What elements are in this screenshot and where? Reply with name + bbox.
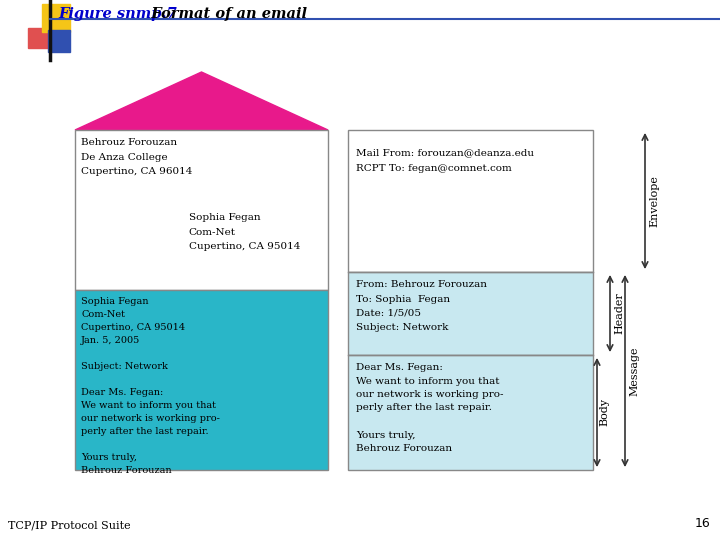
Text: RCPT To: fegan@comnet.com: RCPT To: fegan@comnet.com <box>356 164 512 173</box>
Text: Sophia Fegan: Sophia Fegan <box>189 213 261 222</box>
Bar <box>348 355 593 470</box>
Text: Date: 1/5/05: Date: 1/5/05 <box>356 309 421 318</box>
Text: Jan. 5, 2005: Jan. 5, 2005 <box>81 336 140 345</box>
Text: Behrouz Forouzan: Behrouz Forouzan <box>81 138 177 147</box>
Text: our network is working pro-: our network is working pro- <box>81 414 220 423</box>
Text: Yours truly,: Yours truly, <box>356 430 415 440</box>
Text: Behrouz Forouzan: Behrouz Forouzan <box>81 466 171 475</box>
Text: Cupertino, CA 95014: Cupertino, CA 95014 <box>81 323 185 332</box>
Text: Subject: Network: Subject: Network <box>81 362 168 371</box>
Bar <box>42 4 70 32</box>
Text: De Anza College: De Anza College <box>81 152 168 161</box>
Text: To: Sophia  Fegan: To: Sophia Fegan <box>356 294 450 303</box>
Text: Sophia Fegan: Sophia Fegan <box>81 297 148 306</box>
Text: Dear Ms. Fegan:: Dear Ms. Fegan: <box>81 388 163 397</box>
Bar <box>75 130 328 290</box>
Polygon shape <box>75 72 328 130</box>
Text: perly after the last repair.: perly after the last repair. <box>356 403 492 413</box>
Bar <box>28 28 48 48</box>
Text: Com-Net: Com-Net <box>189 228 236 237</box>
Text: Subject: Network: Subject: Network <box>356 323 449 333</box>
Text: perly after the last repair.: perly after the last repair. <box>81 427 209 436</box>
Text: TCP/IP Protocol Suite: TCP/IP Protocol Suite <box>8 520 130 530</box>
Text: We want to inform you that: We want to inform you that <box>81 401 216 410</box>
Text: Yours truly,: Yours truly, <box>81 453 137 462</box>
Text: Format of an email: Format of an email <box>136 7 307 21</box>
Bar <box>48 30 70 52</box>
Text: Body: Body <box>599 399 609 427</box>
Text: our network is working pro-: our network is working pro- <box>356 390 503 399</box>
Text: Envelope: Envelope <box>649 175 659 227</box>
Text: Cupertino, CA 96014: Cupertino, CA 96014 <box>81 167 192 176</box>
Text: We want to inform you that: We want to inform you that <box>356 376 500 386</box>
Text: Mail From: forouzan@deanza.edu: Mail From: forouzan@deanza.edu <box>356 148 534 157</box>
Text: 16: 16 <box>694 517 710 530</box>
Bar <box>348 130 593 272</box>
Bar <box>75 290 328 470</box>
Text: Dear Ms. Fegan:: Dear Ms. Fegan: <box>356 363 443 372</box>
Text: Message: Message <box>629 346 639 396</box>
Text: Com-Net: Com-Net <box>81 310 125 319</box>
Text: From: Behrouz Forouzan: From: Behrouz Forouzan <box>356 280 487 289</box>
Text: Behrouz Forouzan: Behrouz Forouzan <box>356 444 452 453</box>
Text: Cupertino, CA 95014: Cupertino, CA 95014 <box>189 242 300 251</box>
Bar <box>348 272 593 355</box>
Text: Figure snmp.7: Figure snmp.7 <box>58 7 176 21</box>
Text: Header: Header <box>614 293 624 334</box>
